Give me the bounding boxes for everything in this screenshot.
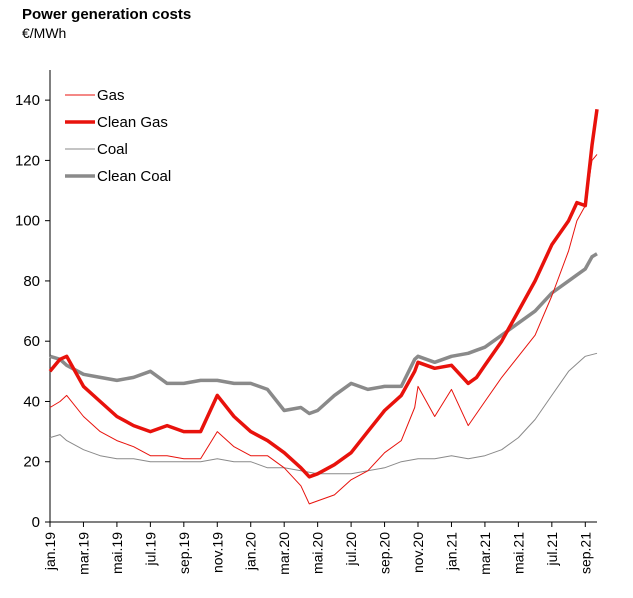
x-tick-label: jul.19 — [142, 532, 158, 567]
chart-unit-label: €/MWh — [22, 25, 67, 41]
x-tick-label: jan.19 — [42, 532, 58, 571]
x-tick-label: mai.19 — [109, 532, 125, 574]
x-tick-label: jul.20 — [343, 532, 359, 567]
x-tick-label: mar.20 — [276, 532, 292, 575]
x-tick-label: mai.20 — [310, 532, 326, 574]
y-tick-label: 60 — [23, 333, 40, 350]
y-tick-label: 40 — [23, 393, 40, 410]
y-tick-label: 0 — [32, 514, 40, 531]
x-tick-label: nov.19 — [209, 532, 225, 573]
x-tick-label: mar.21 — [477, 532, 493, 575]
legend-label: Gas — [97, 87, 125, 104]
series-line-coal — [49, 352, 598, 475]
series-line-clean-gas — [48, 108, 599, 479]
chart-title: Power generation costs — [22, 6, 192, 23]
y-tick-label: 140 — [15, 92, 40, 109]
x-tick-label: jan.20 — [243, 532, 259, 571]
legend-label: Coal — [97, 141, 128, 158]
y-tick-label: 120 — [15, 152, 40, 169]
y-tick-label: 100 — [15, 213, 40, 230]
x-tick-label: sep.21 — [577, 532, 593, 574]
series-line-gas — [49, 154, 598, 505]
y-tick-label: 20 — [23, 454, 40, 471]
x-tick-label: mai.21 — [510, 532, 526, 574]
x-tick-label: sep.19 — [176, 532, 192, 574]
x-tick-label: nov.20 — [410, 532, 426, 573]
x-tick-label: jul.21 — [544, 532, 560, 567]
x-tick-label: jan.21 — [443, 532, 459, 571]
y-tick-label: 80 — [23, 273, 40, 290]
x-tick-label: mar.19 — [75, 532, 91, 575]
series-line-clean-coal — [49, 252, 598, 416]
x-tick-label: sep.20 — [377, 532, 393, 574]
legend-label: Clean Coal — [97, 168, 171, 185]
legend-label: Clean Gas — [97, 114, 168, 131]
